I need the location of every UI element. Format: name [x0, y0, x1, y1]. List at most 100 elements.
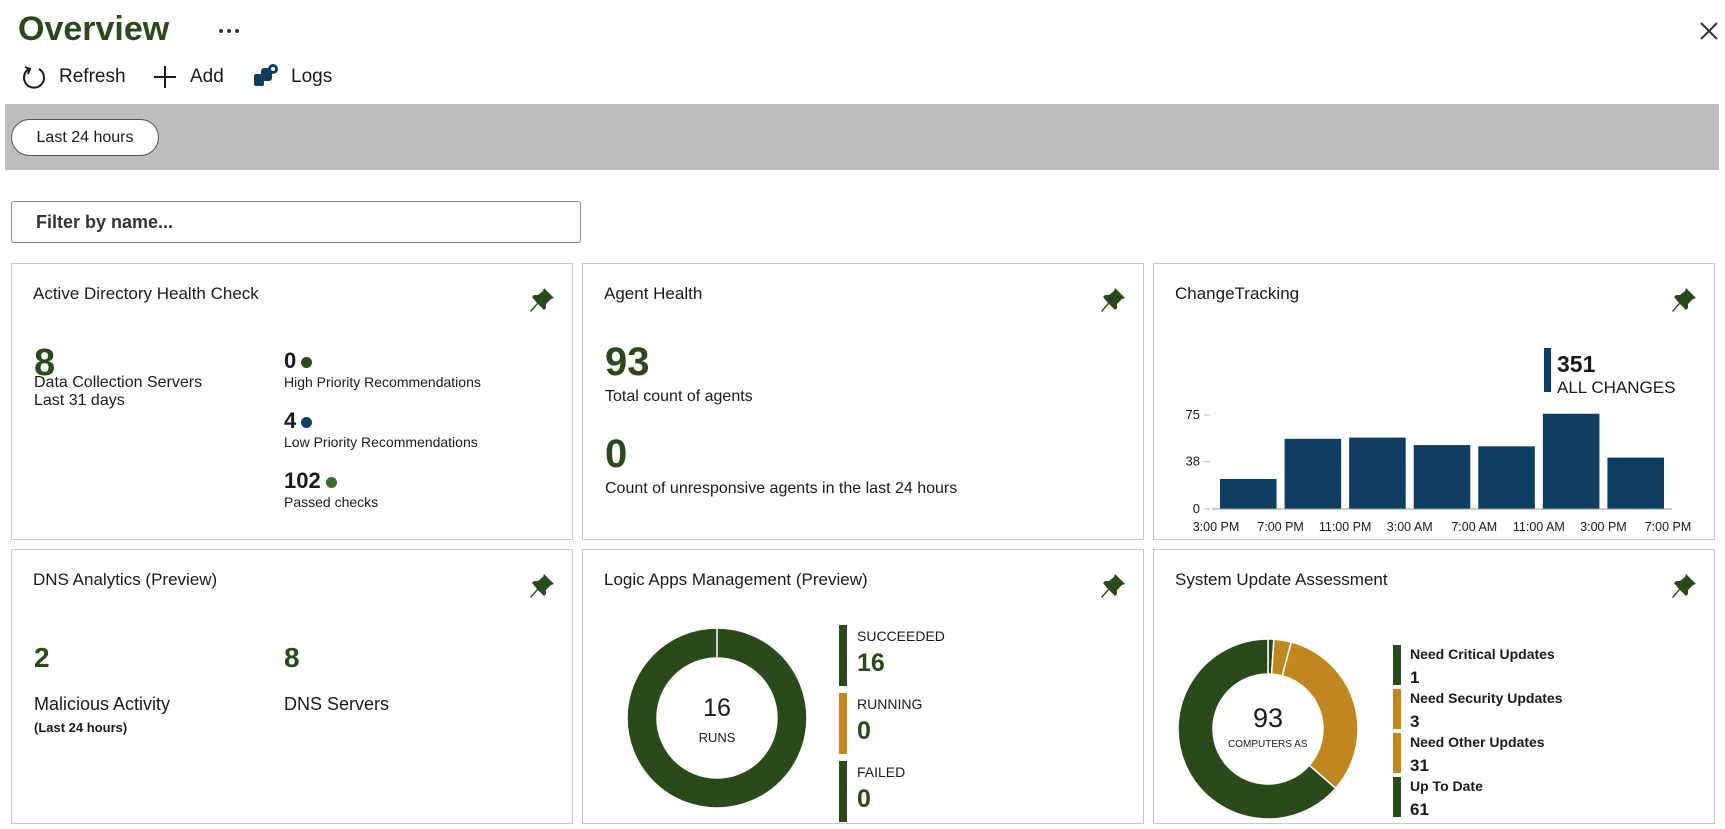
stat-value: 8 [284, 642, 300, 673]
legend-value: 61 [1410, 800, 1429, 819]
legend-swatch [1393, 689, 1401, 729]
stat-value: 102 [284, 468, 337, 494]
status-dot [325, 477, 337, 488]
pin-icon [1672, 288, 1696, 312]
stat-value: 2 [34, 642, 50, 673]
x-tick-label: 3:00 AM [1387, 520, 1433, 534]
tile-title: Logic Apps Management (Preview) [604, 570, 868, 589]
legend-swatch [839, 625, 847, 686]
total-value: 351 [1557, 351, 1596, 377]
legend-swatch [1393, 645, 1401, 685]
legend-label: FAILED [857, 764, 905, 780]
legend-swatch [839, 761, 847, 822]
pin-button[interactable] [528, 286, 556, 314]
close-button[interactable] [1698, 20, 1720, 42]
legend-label: Need Critical Updates [1410, 646, 1555, 662]
bar [1413, 445, 1471, 509]
pin-button[interactable] [1099, 286, 1127, 314]
x-tick-label: 11:00 AM [1513, 520, 1565, 534]
pin-icon [1672, 574, 1696, 598]
legend-label: Need Other Updates [1410, 734, 1545, 750]
tile-title: Active Directory Health Check [33, 284, 259, 303]
filter-bar [5, 104, 1719, 170]
center-value: 93 [1253, 703, 1283, 733]
tile: Logic Apps Management (Preview) 16 RUNS SUC… [582, 549, 1144, 824]
legend-label: RUNNING [857, 696, 922, 712]
stat-label: Malicious Activity [34, 694, 171, 714]
bar [1349, 437, 1406, 509]
stat-label: Count of unresponsive agents in the last… [605, 480, 958, 497]
stat-value: 4 [284, 408, 313, 434]
bar [1284, 438, 1342, 509]
pin-button[interactable] [528, 572, 556, 600]
stat-label: Total count of agents [605, 388, 753, 405]
legend-label: SUCCEEDED [857, 628, 945, 644]
pin-button[interactable] [1670, 572, 1698, 600]
legend-value: 16 [857, 649, 885, 677]
stat-value: 93 [605, 340, 650, 384]
legend-value: 0 [857, 785, 871, 813]
y-tick-label: 75 [1186, 407, 1200, 422]
x-tick-label: 7:00 AM [1451, 520, 1497, 534]
pin-icon [530, 288, 554, 312]
bar-chart: 0 38 75 3:00 PM 7:00 PM 11:00 PM 3:00 AM 7:00 A… [1186, 348, 1691, 534]
stat-label: Low Priority Recommendations [284, 434, 478, 450]
tile: DNS Analytics (Preview) 2 Malicious Activi… [11, 549, 573, 824]
donut-segment [626, 627, 808, 809]
donut-chart: 16 RUNS SUCCEEDED 16 RUNNING 0 FAILED 0 [626, 625, 945, 822]
legend-value: 31 [1410, 756, 1429, 775]
stat-sublabel: Last 31 days [34, 392, 125, 409]
bar [1478, 446, 1535, 509]
tile: ChangeTracking 0 38 75 3:00 PM 7:00 PM 11:00 P… [1153, 263, 1715, 540]
total-marker [1544, 348, 1551, 392]
legend-swatch [1393, 777, 1401, 817]
pin-icon [1101, 288, 1125, 312]
refresh-icon [23, 66, 45, 89]
stat-label: Data Collection Servers [34, 374, 203, 391]
page-title: Overview [18, 10, 170, 48]
x-tick-label: 3:00 PM [1193, 520, 1240, 534]
stat-value: 0 [605, 432, 628, 476]
x-tick-label: 7:00 PM [1257, 520, 1304, 534]
tile: System Update Assessment 93 COMPUTERS ASSE… [1153, 549, 1715, 824]
more-button[interactable] [218, 26, 240, 36]
pin-icon [1101, 574, 1125, 598]
tile-title: Agent Health [604, 284, 703, 303]
stat-label: High Priority Recommendations [284, 374, 481, 390]
bar [1607, 457, 1664, 509]
legend-label: Up To Date [1410, 778, 1483, 794]
bar [1542, 413, 1600, 509]
logs-button[interactable]: Logs [291, 66, 333, 87]
tile-title: ChangeTracking [1175, 284, 1300, 303]
donut-chart: 93 COMPUTERS ASSESSED Need Critical Update… [1177, 638, 1563, 820]
filter-input[interactable]: Filter by name... [11, 201, 581, 243]
status-dot [301, 417, 313, 428]
total-label: ALL CHANGES [1557, 378, 1675, 397]
pin-button[interactable] [1670, 286, 1698, 314]
stat-value: 0 [284, 348, 313, 374]
pin-button[interactable] [1099, 572, 1127, 600]
tile-title: DNS Analytics (Preview) [33, 570, 218, 589]
center-value: 16 [703, 694, 731, 722]
stat-value: 8 [34, 342, 56, 384]
refresh-button[interactable]: Refresh [59, 66, 126, 87]
legend-swatch [839, 693, 847, 754]
y-tick-label: 38 [1186, 453, 1200, 468]
bar [1220, 478, 1277, 509]
tile-title: System Update Assessment [1175, 570, 1388, 589]
tile: Agent Health 93 Total count of agents 0 Coun… [582, 263, 1144, 540]
center-label-box: COMPUTERS ASSESSED [1228, 739, 1308, 750]
add-icon [154, 66, 176, 88]
time-filter[interactable]: Last 24 hours [11, 119, 159, 156]
legend-value: 3 [1410, 712, 1419, 731]
add-button[interactable]: Add [190, 66, 224, 87]
stat-label: Passed checks [284, 494, 379, 510]
x-tick-label: 11:00 PM [1319, 520, 1372, 534]
legend-value: 0 [857, 717, 871, 745]
legend-label: Need Security Updates [1410, 690, 1563, 706]
tile: Active Directory Health Check 8 Data Colle… [11, 263, 573, 540]
stat-label: DNS Servers [284, 694, 390, 714]
y-tick-label: 0 [1193, 501, 1200, 516]
center-label: RUNS [699, 730, 736, 745]
